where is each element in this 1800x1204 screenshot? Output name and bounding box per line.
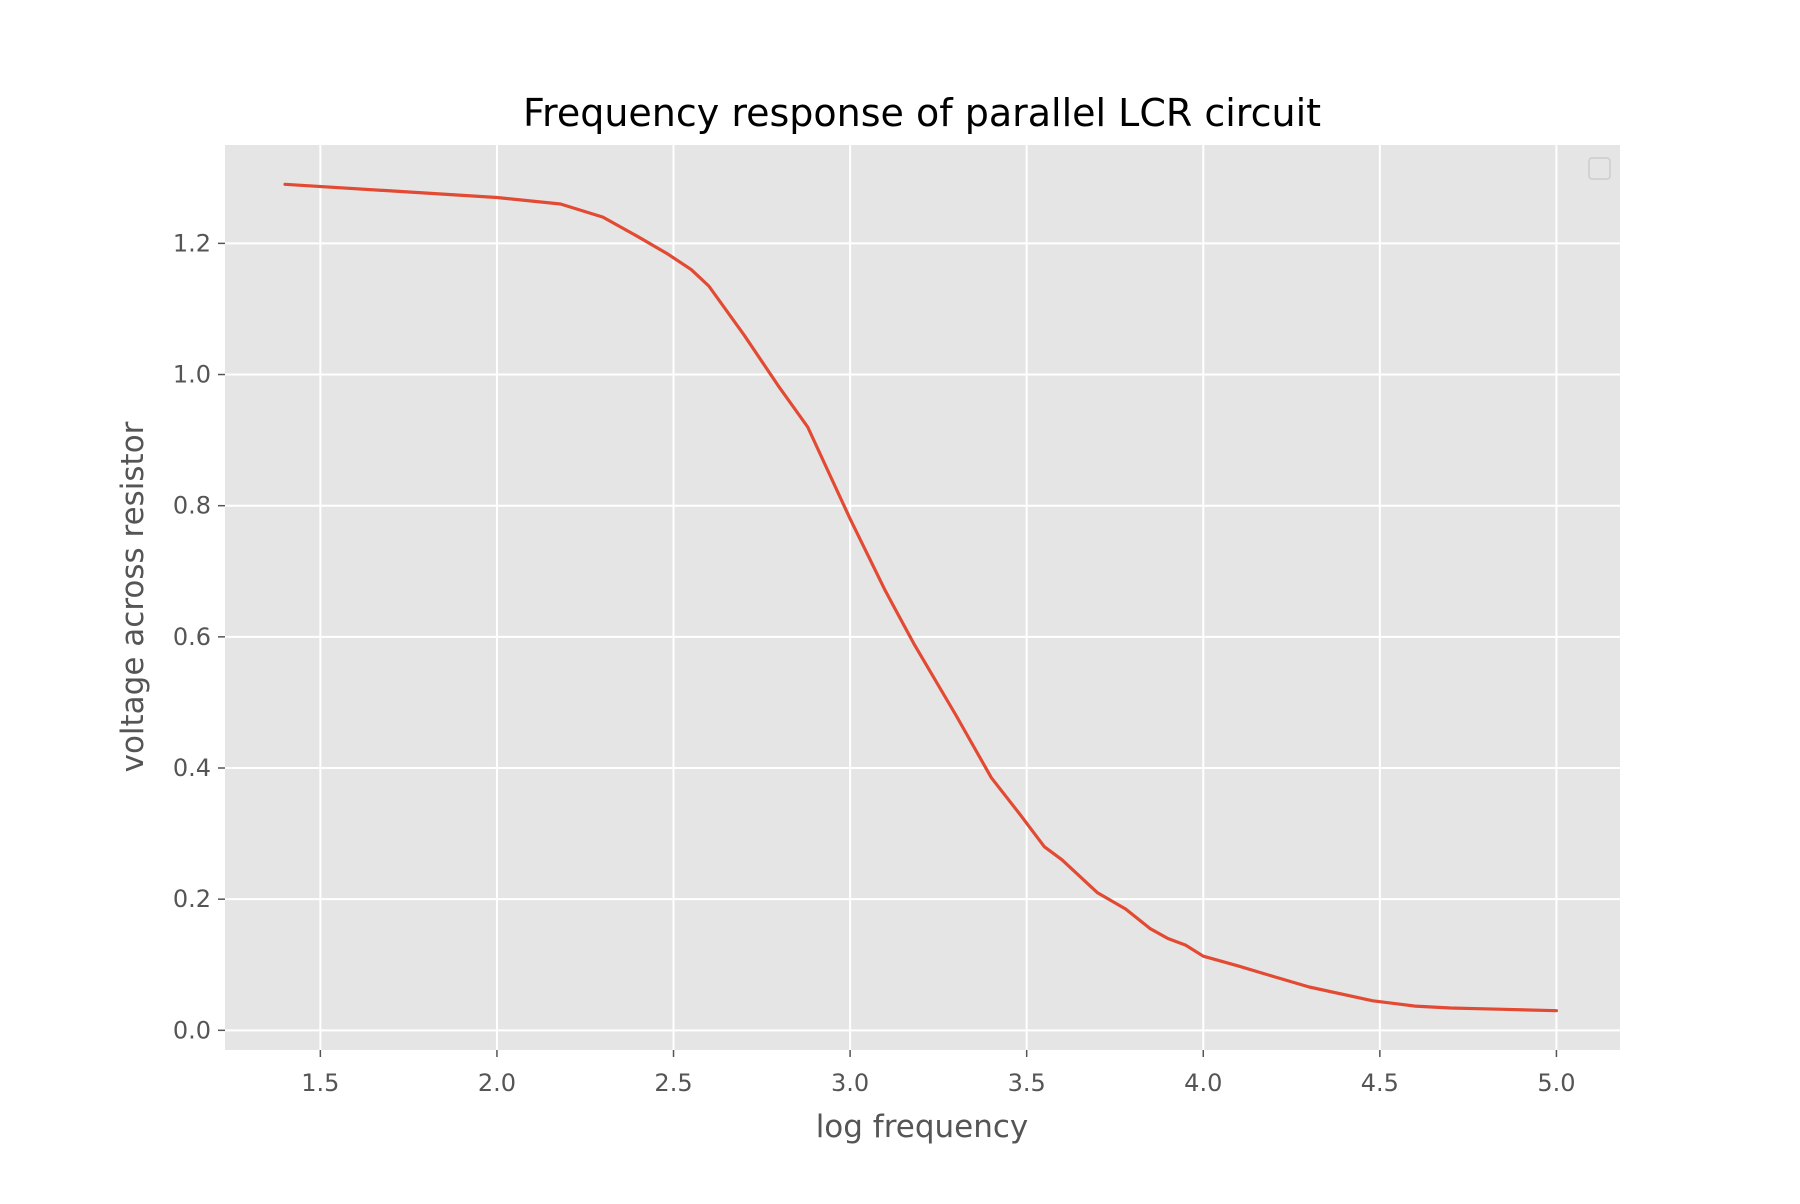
plot-area — [225, 145, 1620, 1050]
x-tick-label: 5.0 — [1537, 1069, 1575, 1097]
y-tick-label: 1.2 — [173, 229, 211, 257]
y-axis-ticks: 0.0 0.2 0.4 0.6 0.8 1.0 1.2 — [173, 229, 225, 1044]
x-tick-label: 3.0 — [831, 1069, 869, 1097]
plot-background — [225, 145, 1620, 1050]
grid-lines — [225, 145, 1620, 1050]
y-tick-label: 0.0 — [173, 1016, 211, 1044]
x-tick-label: 1.5 — [301, 1069, 339, 1097]
x-tick-label: 2.5 — [654, 1069, 692, 1097]
x-axis-label: log frequency — [816, 1109, 1029, 1145]
y-tick-label: 0.6 — [173, 623, 211, 651]
series-line — [283, 182, 1559, 1013]
legend-box — [1588, 157, 1611, 180]
y-tick-label: 0.4 — [173, 754, 211, 782]
y-axis-label: voltage across resistor — [115, 421, 151, 772]
x-tick-label: 4.5 — [1361, 1069, 1399, 1097]
chart-title: Frequency response of parallel LCR circu… — [523, 91, 1321, 135]
y-tick-label: 0.8 — [173, 492, 211, 520]
x-axis-ticks: 1.5 2.0 2.5 3.0 3.5 4.0 4.5 5.0 — [301, 1050, 1576, 1097]
series-layer — [283, 182, 1559, 1013]
x-tick-label: 4.0 — [1184, 1069, 1222, 1097]
x-tick-label: 2.0 — [478, 1069, 516, 1097]
y-tick-label: 1.0 — [173, 361, 211, 389]
y-tick-label: 0.2 — [173, 885, 211, 913]
x-tick-label: 3.5 — [1008, 1069, 1046, 1097]
